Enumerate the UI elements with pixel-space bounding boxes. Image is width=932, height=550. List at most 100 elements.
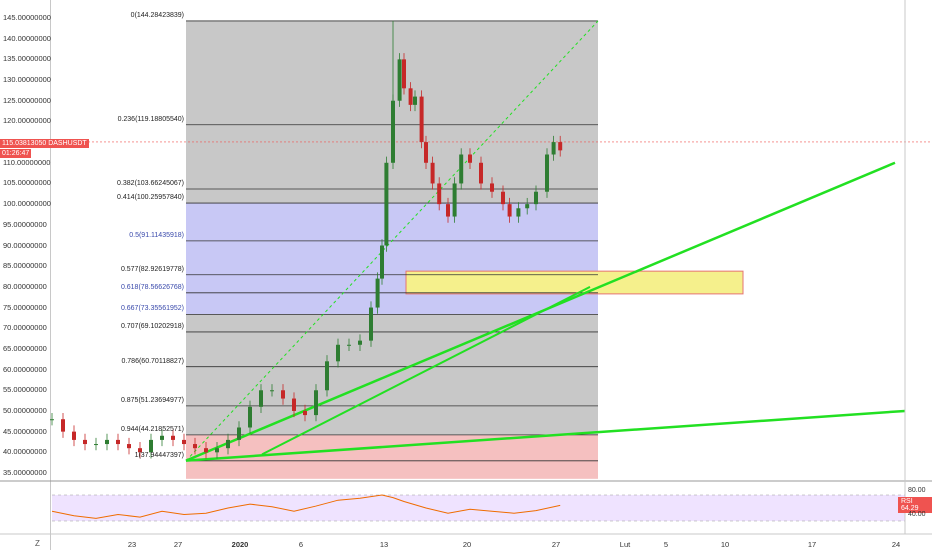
candle-body: [516, 208, 521, 217]
fib-level-label: 0.707(69.10202918): [120, 322, 184, 330]
candle-body: [259, 390, 263, 407]
y-axis-label: 50.00000000: [3, 405, 47, 415]
candle-body: [446, 204, 450, 217]
candle-body: [551, 142, 556, 155]
bar-countdown: 01:26:47: [0, 149, 32, 158]
candle-body: [413, 96, 417, 105]
x-axis-label: 23: [127, 540, 137, 549]
candle-body: [193, 444, 197, 449]
fib-level-label: 0.236(119.18805540): [117, 115, 184, 123]
candle-body: [325, 361, 329, 391]
y-axis-label: 95.00000000: [3, 219, 47, 229]
y-axis-label: 40.00000000: [3, 447, 47, 457]
candle-body: [430, 162, 435, 184]
rsi-value-badge: RSI 64.29: [898, 497, 932, 513]
candle-body: [525, 204, 530, 209]
candle-body: [369, 307, 373, 341]
candle-body: [490, 183, 494, 192]
candle-body: [303, 410, 307, 416]
candle-body: [501, 191, 505, 205]
y-axis-label: 35.00000000: [3, 468, 47, 477]
candle-body: [380, 245, 384, 279]
candle-body: [127, 444, 131, 449]
x-axis-label: 13: [379, 540, 389, 549]
candle-body: [215, 448, 219, 453]
y-axis-label: 65.00000000: [3, 343, 47, 353]
y-axis-label: 140.00000000: [3, 33, 51, 43]
candle-body: [402, 59, 406, 89]
x-axis-label: Lut: [619, 540, 631, 549]
rsi-value: 64.29: [901, 505, 919, 512]
symbol-name: DASHUSDT: [48, 140, 87, 147]
y-axis-label: 105.00000000: [3, 178, 51, 188]
y-axis-label: 120.00000000: [3, 116, 51, 126]
candle-body: [83, 439, 87, 445]
candle-body: [116, 439, 120, 445]
candle-body: [292, 398, 296, 411]
x-axis-label: 6: [298, 540, 304, 549]
fib-level-label: 0.786(60.70118827): [121, 357, 184, 365]
y-axis-label: 145.00000000: [3, 13, 51, 22]
candle-body: [105, 439, 109, 445]
fib-level-label: 0.944(44.21852571): [120, 425, 184, 433]
candle-body: [397, 59, 402, 101]
current-price-label: 115.03813050 DASHUSDT: [0, 139, 89, 148]
fib-level-label: 0.875(51.23694977): [120, 396, 184, 404]
x-axis-label: 2020: [231, 540, 249, 549]
candle-body: [479, 162, 483, 184]
zoom-z-button[interactable]: Z: [35, 539, 40, 548]
candle-body: [50, 419, 54, 421]
fib-level-label: 0.5(91.11435918): [129, 231, 184, 239]
fib-zone-blue: [186, 203, 598, 315]
candle-body: [468, 154, 472, 163]
x-axis-label: 27: [173, 540, 183, 549]
y-axis-label: 55.00000000: [3, 385, 47, 395]
candle-body: [270, 390, 274, 392]
candle-body: [408, 88, 413, 105]
candle-body: [149, 439, 153, 453]
y-axis-label: 75.00000000: [3, 302, 47, 312]
y-axis-label: 100.00000000: [3, 199, 51, 209]
candle-body: [558, 142, 563, 151]
y-axis-label: 125.00000000: [3, 95, 51, 105]
y-axis-label: 110.00000000: [3, 157, 51, 167]
candle-body: [281, 390, 285, 399]
candle-body: [237, 427, 241, 440]
x-axis-label: 17: [807, 540, 817, 549]
y-axis-label: 70.00000000: [3, 323, 47, 333]
rsi-line: [51, 494, 561, 519]
candle-body: [507, 204, 512, 217]
y-axis-label: 85.00000000: [3, 261, 47, 271]
y-axis-label: 130.00000000: [3, 75, 51, 85]
candle-body: [437, 183, 442, 205]
candle-body: [336, 344, 340, 362]
y-axis-label: 80.00000000: [3, 281, 47, 291]
candle-body: [171, 435, 175, 440]
x-axis-label: 24: [891, 540, 901, 549]
candle-body: [459, 154, 464, 184]
candle-body: [384, 162, 389, 246]
fib-level-label: 0.618(78.56626768): [120, 283, 184, 291]
candle-body: [204, 448, 208, 453]
candle-body: [138, 448, 142, 453]
rsi-level-lower: 40.00: [908, 511, 926, 518]
candle-body: [94, 444, 98, 446]
price-axis[interactable]: [0, 0, 51, 550]
candle-body: [314, 390, 318, 416]
candle-body: [545, 154, 549, 192]
candle-body: [419, 96, 424, 143]
candle-body: [160, 435, 164, 440]
fib-level-label: 0.382(103.66245067): [117, 179, 184, 187]
candle-body: [182, 439, 186, 445]
x-axis-label: 5: [663, 540, 669, 549]
current-price-value: 115.03813050: [2, 140, 47, 147]
candle-body: [452, 183, 457, 217]
y-axis-label: 45.00000000: [3, 426, 47, 436]
candle-body: [358, 340, 362, 345]
y-axis-label: 135.00000000: [3, 54, 51, 64]
x-axis-label: 20: [462, 540, 472, 549]
candle-body: [347, 344, 351, 346]
y-axis-label: 60.00000000: [3, 364, 47, 374]
y-axis-label: 90.00000000: [3, 240, 47, 250]
